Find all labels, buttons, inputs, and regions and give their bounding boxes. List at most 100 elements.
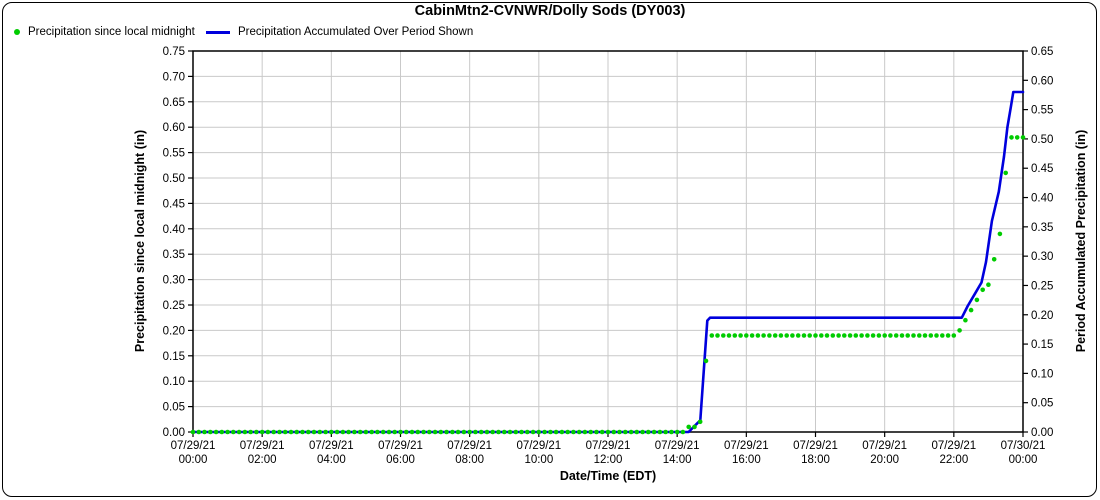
precip-dot [599, 429, 605, 435]
precip-dot [576, 429, 582, 435]
precip-dot [496, 429, 501, 435]
precip-dot [306, 429, 311, 435]
precip-dot [738, 333, 743, 338]
precip-dot [334, 429, 340, 435]
precip-dot [438, 429, 444, 435]
precip-dot [651, 429, 657, 435]
left-tick-label: 0.30 [163, 275, 185, 287]
left-tick-label: 0.75 [163, 46, 185, 58]
precip-dot [282, 429, 288, 435]
precip-dot [876, 333, 882, 338]
tick-labels: 0.00 0.05 0.10 0.15 0.20 0.25 0.30 0.35 0.40 0.45… [163, 46, 1054, 466]
precip-dot [277, 429, 282, 435]
precip-dot [225, 429, 230, 435]
left-tick-label: 0.55 [163, 148, 185, 160]
left-tick-label: 0.25 [163, 300, 185, 312]
precip-dot [628, 429, 634, 435]
precip-dot [813, 333, 818, 338]
precip-dot [749, 333, 755, 338]
right-tick-label: 0.15 [1031, 339, 1053, 351]
precip-dot [202, 429, 207, 435]
precip-dot [986, 282, 991, 288]
precip-dot [478, 429, 484, 435]
precip-dot [317, 429, 323, 435]
precip-dot [945, 333, 951, 338]
precip-dot [732, 333, 738, 338]
precip-dot [957, 328, 962, 333]
precip-dot [767, 333, 772, 338]
x-tick-date: 07/29/21 [378, 440, 423, 452]
precip-dot [663, 429, 668, 435]
precip-dot [548, 429, 553, 435]
left-tick-label: 0.20 [163, 325, 185, 337]
precip-dot [525, 429, 530, 435]
green-dot-marker-icon [14, 29, 20, 35]
precip-dot [432, 429, 438, 435]
precip-dot [513, 429, 519, 435]
precip-dot [329, 429, 334, 435]
x-tick-time: 22:00 [939, 454, 968, 466]
precip-dot [530, 429, 536, 435]
precip-dot [795, 333, 801, 338]
precip-dot [715, 333, 720, 338]
precip-dot [409, 429, 415, 435]
x-tick-time: 10:00 [524, 454, 553, 466]
precip-dot [300, 429, 305, 435]
precip-dot [611, 429, 617, 435]
precip-dot [254, 429, 259, 435]
precip-dot [265, 429, 271, 435]
precip-dot [490, 429, 496, 435]
right-tick-label: 0.05 [1031, 398, 1053, 410]
blue-line-marker-icon [206, 30, 230, 34]
precip-dot [323, 429, 328, 435]
precip-dot [968, 307, 974, 313]
right-tick-label: 0.30 [1031, 251, 1053, 263]
precip-dot [450, 429, 455, 435]
left-tick-label: 0.65 [163, 97, 185, 109]
x-tick-date: 07/29/21 [931, 440, 976, 452]
precip-dot [853, 333, 859, 338]
left-tick-label: 0.40 [163, 224, 185, 236]
x-tick-date: 07/29/21 [586, 440, 631, 452]
precip-dot [288, 429, 294, 435]
precip-dot [582, 429, 588, 435]
x-tick-time: 14:00 [663, 454, 692, 466]
left-tick-label: 0.45 [163, 198, 185, 210]
precip-dot [680, 429, 686, 435]
x-tick-date: 07/29/21 [447, 440, 492, 452]
chart-title: CabinMtn2-CVNWR/Dolly Sods (DY003) [414, 3, 686, 19]
right-tick-label: 0.10 [1031, 368, 1053, 380]
precip-dot [404, 429, 409, 435]
precip-dot [646, 429, 651, 435]
precip-dot [553, 429, 559, 435]
precip-dot [934, 333, 939, 338]
precip-dot [951, 333, 957, 338]
x-tick-date: 07/29/21 [655, 440, 700, 452]
precip-dot [917, 333, 922, 338]
precip-dot [208, 429, 213, 435]
precip-dot [819, 333, 824, 338]
precip-dot [882, 333, 887, 338]
right-tick-label: 0.40 [1031, 193, 1053, 205]
precip-dot [357, 429, 363, 435]
precip-dot [697, 419, 703, 425]
x-tick-date: 07/29/21 [862, 440, 907, 452]
right-tick-label: 0.45 [1031, 163, 1053, 175]
precip-dot [398, 429, 403, 435]
legend-item-precip-since-midnight: Precipitation since local midnight [14, 25, 195, 39]
legend-item-accumulated: Precipitation Accumulated Over Period Sh… [206, 25, 473, 39]
legend-label: Precipitation since local midnight [28, 26, 195, 38]
precip-dot [669, 429, 674, 435]
precip-dot [427, 429, 432, 435]
precip-dot [801, 333, 807, 338]
precip-dot [963, 317, 968, 323]
right-tick-label: 0.20 [1031, 310, 1053, 322]
right-tick-label: 0.60 [1031, 75, 1053, 87]
gridlines [193, 50, 1023, 432]
right-tick-label: 0.00 [1031, 427, 1053, 439]
precip-dot [190, 429, 196, 435]
left-tick-label: 0.05 [163, 402, 185, 414]
precip-dot [369, 429, 375, 435]
x-tick-time: 16:00 [732, 454, 761, 466]
precip-dot [311, 429, 317, 435]
